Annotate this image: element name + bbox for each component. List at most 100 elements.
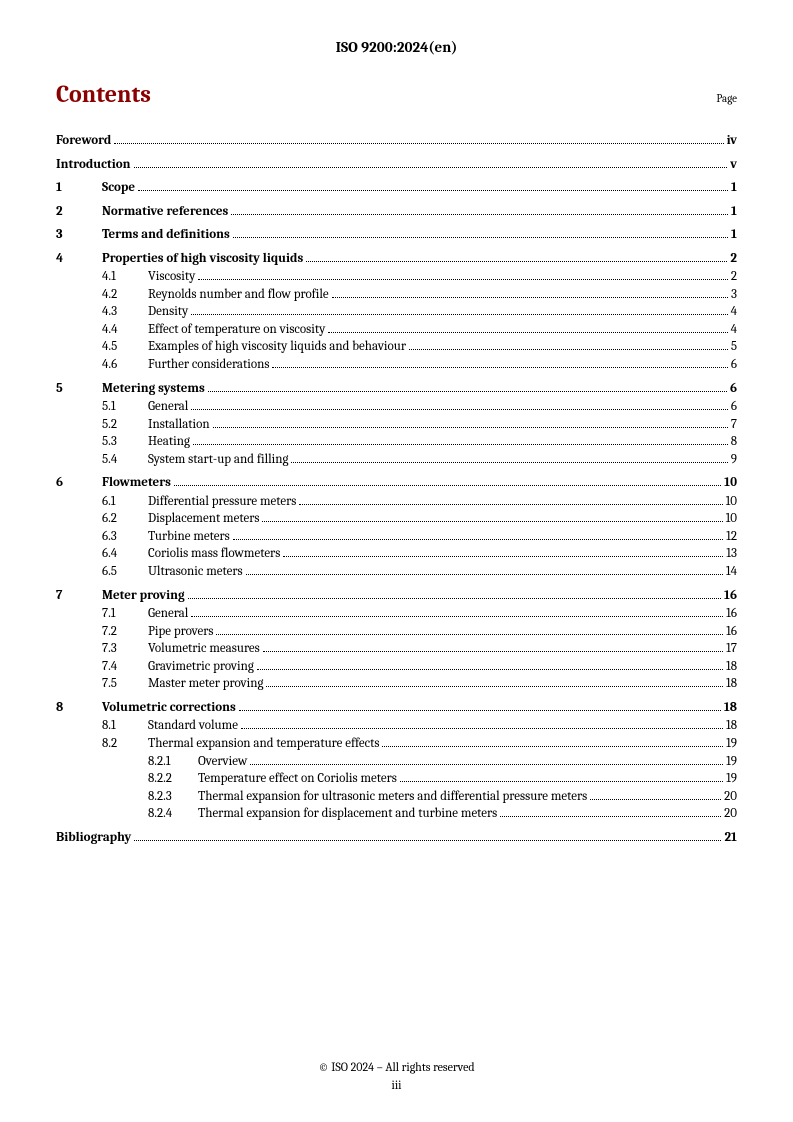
toc-leader-dots (590, 789, 721, 799)
toc-page-number: 16 (726, 623, 737, 641)
toc-page-number: 16 (726, 605, 737, 623)
toc-entry: Introductionv (56, 156, 737, 174)
toc-section-number: 8.2.2 (148, 770, 198, 788)
toc-section-number: 4 (56, 250, 102, 268)
toc-entry-title: Standard volume (148, 717, 238, 735)
toc-leader-dots (257, 659, 723, 669)
toc-leader-dots (283, 547, 723, 557)
toc-entry-title: Temperature effect on Coriolis meters (198, 770, 397, 788)
toc-section-number: 7.4 (102, 658, 148, 676)
toc-leader-dots (291, 452, 727, 462)
toc-leader-dots (198, 270, 727, 280)
toc-entry-title: Differential pressure meters (148, 493, 296, 511)
toc-page-number: 9 (731, 451, 737, 469)
toc-entry: 8Volumetric corrections18 (56, 699, 737, 717)
toc-leader-dots (328, 323, 727, 333)
toc-entry: 4.4Effect of temperature on viscosity4 (56, 321, 737, 339)
toc-entry-title: Foreword (56, 132, 111, 150)
toc-page-number: 10 (726, 510, 737, 528)
toc-page-number: 14 (726, 563, 737, 581)
toc-leader-dots (382, 737, 723, 747)
toc-section-number: 7.5 (102, 675, 148, 693)
toc-entry: Bibliography21 (56, 829, 737, 847)
toc-section-number: 6.3 (102, 528, 148, 546)
toc-entry-title: Installation (148, 416, 210, 434)
toc-section-number: 1 (56, 179, 102, 197)
toc-entry: 8.2.4Thermal expansion for displacement … (56, 805, 737, 823)
toc-entry-title: Gravimetric proving (148, 658, 254, 676)
toc-section-number: 7.3 (102, 640, 148, 658)
toc-entry: 6.4Coriolis mass flowmeters13 (56, 545, 737, 563)
toc-section-number: 4.3 (102, 303, 148, 321)
toc-entry-title: Coriolis mass flowmeters (148, 545, 280, 563)
toc-page-number: 4 (731, 321, 737, 339)
toc-section-number: 8.2.3 (148, 788, 198, 806)
toc-entry-title: General (148, 398, 188, 416)
toc-entry: 4.6Further considerations6 (56, 356, 737, 374)
toc-entry-title: Thermal expansion and temperature effect… (148, 735, 379, 753)
toc-entry: 6.3Turbine meters12 (56, 528, 737, 546)
toc-leader-dots (138, 181, 728, 191)
toc-page-number: 7 (731, 416, 737, 434)
toc-page-number: 18 (726, 675, 737, 693)
toc-entry-title: Ultrasonic meters (148, 563, 243, 581)
toc-entry: 6.2Displacement meters10 (56, 510, 737, 528)
toc-leader-dots (272, 358, 727, 368)
toc-page-number: 8 (731, 433, 737, 451)
toc-section-number: 6.4 (102, 545, 148, 563)
table-of-contents: ForewordivIntroductionv1Scope12Normative… (56, 132, 737, 846)
toc-section-number: 5.3 (102, 433, 148, 451)
toc-entry-title: Thermal expansion for ultrasonic meters … (198, 788, 587, 806)
toc-section-number: 5.1 (102, 398, 148, 416)
toc-entry-title: Metering systems (102, 380, 205, 398)
toc-section-number: 4.2 (102, 286, 148, 304)
toc-entry-title: Introduction (56, 156, 131, 174)
document-id-header: ISO 9200:2024(en) (56, 38, 737, 56)
toc-leader-dots (191, 305, 727, 315)
toc-leader-dots (250, 754, 723, 764)
toc-entry: 6.5Ultrasonic meters14 (56, 563, 737, 581)
toc-leader-dots (191, 400, 728, 410)
toc-entry-title: Density (148, 303, 188, 321)
toc-page-number: 19 (726, 753, 737, 771)
toc-entry-title: Properties of high viscosity liquids (102, 250, 303, 268)
toc-leader-dots (299, 494, 722, 504)
toc-section-number: 3 (56, 226, 102, 244)
toc-entry: 4Properties of high viscosity liquids 2 (56, 250, 737, 268)
toc-entry: 5.2Installation7 (56, 416, 737, 434)
page-number: iii (0, 1078, 793, 1092)
toc-entry-title: Thermal expansion for displacement and t… (198, 805, 497, 823)
toc-leader-dots (193, 435, 728, 445)
toc-section-number: 8 (56, 699, 102, 717)
toc-entry-title: Bibliography (56, 829, 131, 847)
toc-entry-title: Displacement meters (148, 510, 259, 528)
toc-leader-dots (174, 476, 721, 486)
toc-leader-dots (239, 700, 721, 710)
toc-section-number: 5.4 (102, 451, 148, 469)
toc-entry-title: System start-up and filling (148, 451, 288, 469)
toc-page-number: 18 (726, 658, 737, 676)
toc-entry-title: Viscosity (148, 268, 195, 286)
toc-page-number: 3 (731, 286, 737, 304)
toc-entry-title: Flowmeters (102, 474, 171, 492)
toc-section-number: 5 (56, 380, 102, 398)
toc-page-number: 6 (731, 398, 737, 416)
toc-entry: 7.1General16 (56, 605, 737, 623)
toc-section-number: 7.2 (102, 623, 148, 641)
toc-entry: 8.2.1Overview19 (56, 753, 737, 771)
toc-entry-title: Examples of high viscosity liquids and b… (148, 338, 406, 356)
toc-entry: 7.2Pipe provers16 (56, 623, 737, 641)
toc-leader-dots (191, 607, 723, 617)
toc-section-number: 6.1 (102, 493, 148, 511)
toc-entry: 4.2Reynolds number and flow profile3 (56, 286, 737, 304)
toc-leader-dots (134, 830, 721, 840)
toc-entry: 2Normative references1 (56, 203, 737, 221)
toc-leader-dots (262, 512, 722, 522)
toc-page-number: 2 (730, 250, 737, 268)
toc-entry-title: Normative references (102, 203, 228, 221)
toc-section-number: 7.1 (102, 605, 148, 623)
toc-entry: 4.3Density4 (56, 303, 737, 321)
toc-section-number: 4.4 (102, 321, 148, 339)
toc-entry: 5Metering systems6 (56, 380, 737, 398)
toc-entry-title: Volumetric corrections (102, 699, 236, 717)
